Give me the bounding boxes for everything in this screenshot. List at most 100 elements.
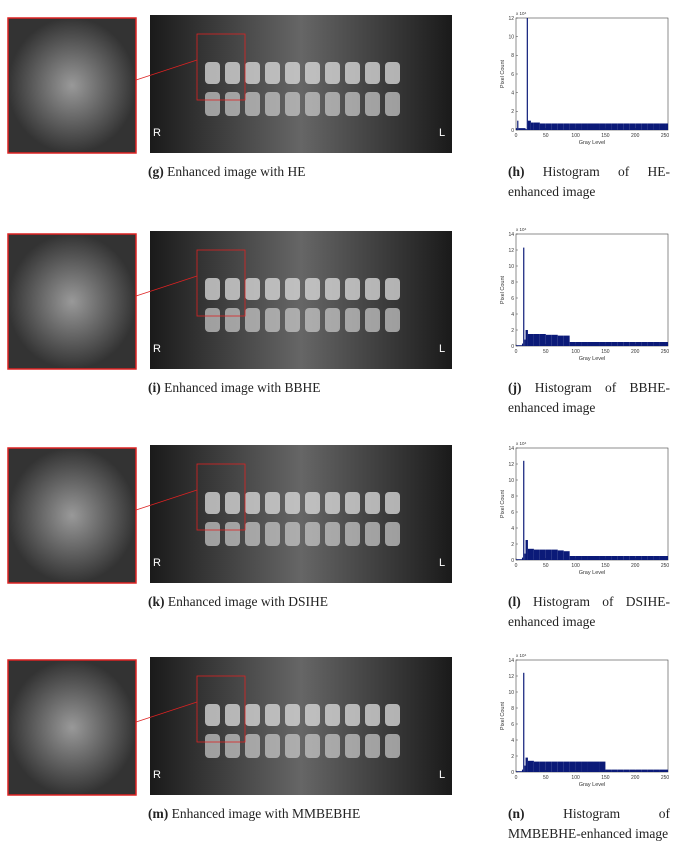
y-tick-label: 14 bbox=[508, 232, 514, 238]
zoom-image bbox=[7, 233, 137, 370]
zoom-box bbox=[196, 33, 246, 101]
histogram-bar bbox=[641, 556, 648, 560]
x-tick-label: 150 bbox=[601, 563, 610, 569]
histogram-bar bbox=[587, 556, 594, 560]
tooth bbox=[305, 92, 320, 116]
tooth bbox=[205, 522, 220, 546]
histogram-bar bbox=[587, 123, 594, 130]
histogram-bar bbox=[593, 761, 600, 772]
tooth bbox=[205, 492, 220, 514]
histogram-caption: (l) Histogram of DSIHE-enhanced image bbox=[508, 592, 670, 632]
y-tick-label: 0 bbox=[511, 344, 514, 350]
histogram-bar bbox=[539, 761, 546, 772]
tooth bbox=[345, 492, 360, 514]
x-tick-label: 50 bbox=[543, 133, 549, 139]
image-mark: R bbox=[153, 769, 161, 781]
tooth bbox=[285, 278, 300, 300]
y-tick-label: 8 bbox=[511, 706, 514, 712]
histogram-bar bbox=[629, 342, 636, 346]
histogram-caption: (j) Histogram of BBHE-enhanced image bbox=[508, 378, 670, 418]
histogram-bar bbox=[635, 769, 642, 772]
x-axis-label: Gray Level bbox=[579, 356, 606, 362]
y-tick-label: 12 bbox=[508, 248, 514, 254]
histogram-bar bbox=[659, 342, 666, 346]
histogram-bar bbox=[569, 556, 576, 560]
x-tick-label: 100 bbox=[571, 775, 580, 781]
caption-letter: (g) bbox=[148, 164, 164, 179]
y-tick-label: 6 bbox=[511, 722, 514, 728]
x-tick-label: 0 bbox=[515, 775, 518, 781]
histogram-bar bbox=[557, 335, 564, 346]
x-tick-label: 100 bbox=[571, 563, 580, 569]
plot-frame bbox=[515, 659, 669, 773]
histogram-bar bbox=[533, 122, 540, 130]
tooth bbox=[225, 92, 240, 116]
histogram-bar bbox=[665, 556, 668, 560]
histogram-bar bbox=[523, 247, 525, 346]
histogram-bar bbox=[575, 342, 582, 346]
y-tick-label: 0 bbox=[511, 128, 514, 134]
tooth bbox=[285, 92, 300, 116]
histogram-bar bbox=[581, 556, 588, 560]
tooth bbox=[345, 62, 360, 84]
x-tick-label: 100 bbox=[571, 349, 580, 355]
zoom-box bbox=[196, 249, 246, 317]
x-tick-label: 200 bbox=[631, 563, 640, 569]
histogram-bar bbox=[523, 672, 525, 772]
histogram-bar bbox=[665, 769, 668, 772]
histogram-bar bbox=[569, 123, 576, 130]
tooth bbox=[245, 92, 260, 116]
histogram-bar bbox=[611, 769, 618, 772]
tooth bbox=[225, 704, 240, 726]
image-caption: (k) Enhanced image with DSIHE bbox=[148, 592, 328, 612]
histogram-bar bbox=[527, 548, 534, 560]
plot-frame bbox=[515, 233, 669, 347]
tooth bbox=[245, 522, 260, 546]
histogram-bar bbox=[533, 761, 540, 772]
histogram-bar bbox=[593, 342, 600, 346]
histogram-bar bbox=[521, 343, 524, 346]
tooth bbox=[305, 308, 320, 332]
tooth bbox=[305, 492, 320, 514]
zoom-image bbox=[7, 447, 137, 584]
histogram-bar bbox=[545, 761, 552, 772]
histogram-bar bbox=[653, 123, 660, 130]
xray-image bbox=[150, 657, 452, 795]
tooth bbox=[325, 92, 340, 116]
zoom-image bbox=[7, 17, 137, 154]
tooth bbox=[225, 522, 240, 546]
histogram-bar bbox=[516, 559, 522, 560]
tooth bbox=[345, 278, 360, 300]
x-tick-label: 150 bbox=[601, 775, 610, 781]
histogram-bar bbox=[569, 342, 576, 346]
tooth bbox=[385, 62, 400, 84]
image-mark: R bbox=[153, 557, 161, 569]
y-tick-label: 8 bbox=[511, 53, 514, 59]
zoom-box bbox=[196, 463, 246, 531]
y-tick-label: 4 bbox=[511, 526, 514, 532]
histogram-bar bbox=[551, 761, 558, 772]
tooth bbox=[365, 704, 380, 726]
tooth bbox=[225, 734, 240, 758]
tooth bbox=[345, 308, 360, 332]
histogram-bar bbox=[653, 342, 660, 346]
y-tick-label: 10 bbox=[508, 690, 514, 696]
histogram-bar bbox=[551, 123, 558, 130]
histogram-bar bbox=[563, 123, 570, 130]
histogram-bar bbox=[563, 761, 570, 772]
histogram-bar bbox=[557, 550, 564, 560]
histogram-bar bbox=[593, 123, 600, 130]
histogram-bar bbox=[527, 760, 534, 772]
scale-label: x 10⁴ bbox=[516, 441, 527, 446]
histogram-caption: (n) Histogram of MMBEBHE-enhanced image bbox=[508, 804, 670, 844]
tooth bbox=[365, 62, 380, 84]
histogram-caption: (h) Histogram of HE-enhanced image bbox=[508, 162, 670, 202]
y-tick-label: 6 bbox=[511, 72, 514, 78]
histogram-bar bbox=[659, 123, 666, 130]
tooth bbox=[365, 734, 380, 758]
caption-letter: (m) bbox=[148, 806, 169, 821]
tooth bbox=[385, 278, 400, 300]
histogram-bar bbox=[659, 556, 666, 560]
